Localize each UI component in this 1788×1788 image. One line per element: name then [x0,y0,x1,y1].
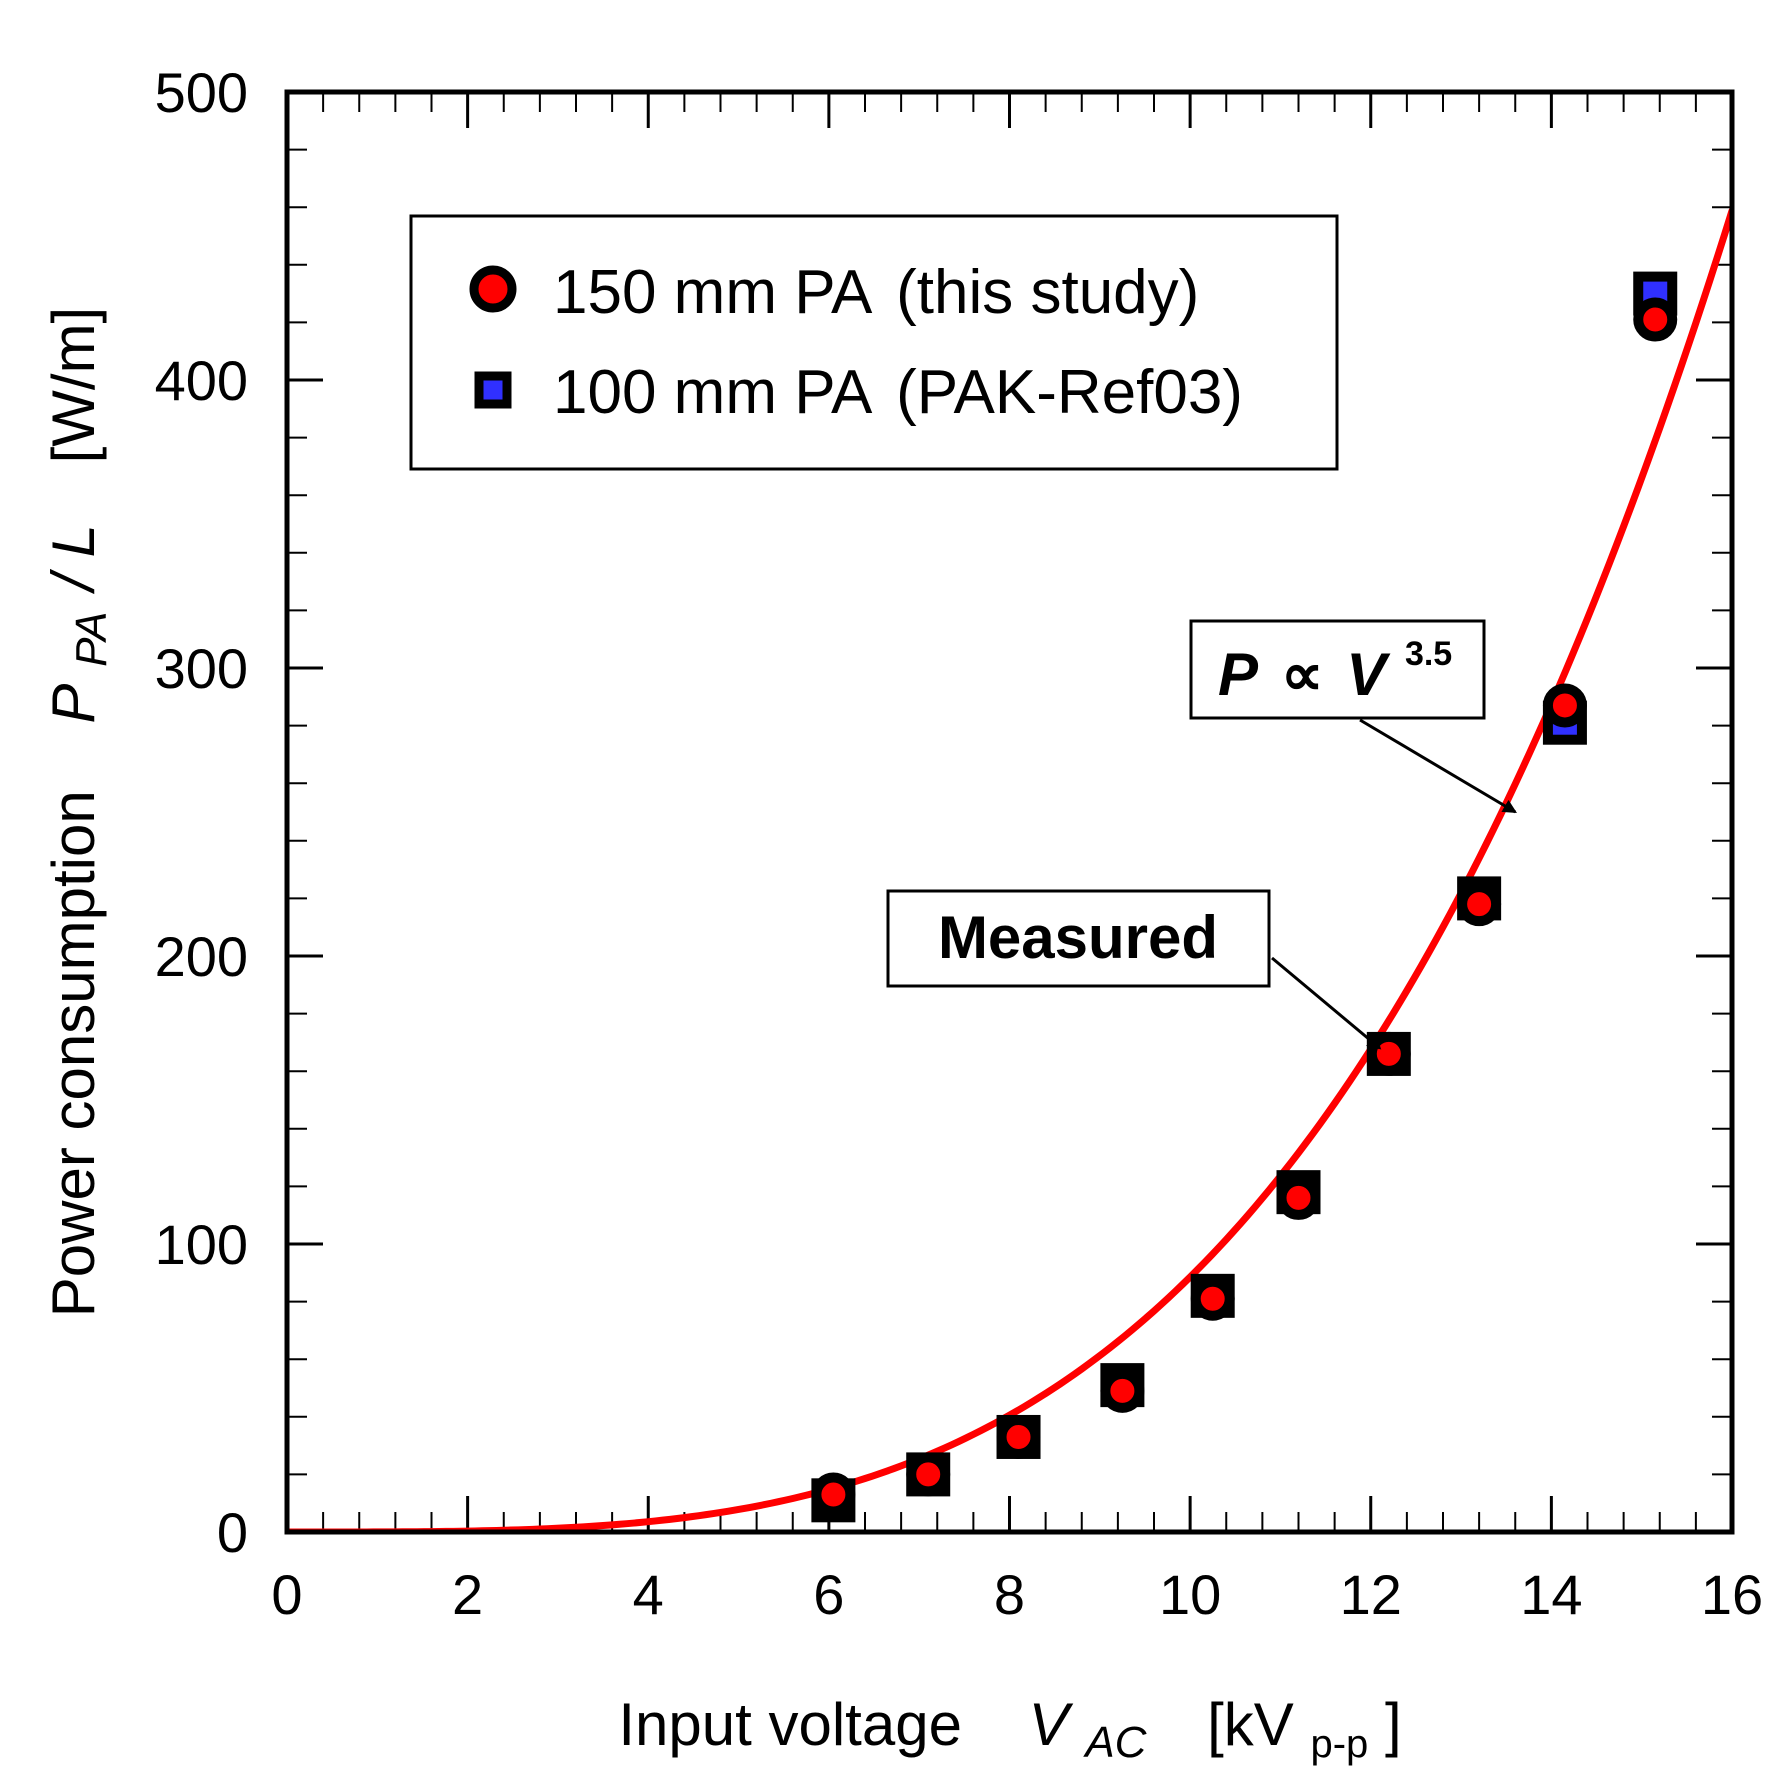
x-tick-label: 2 [452,1563,483,1626]
data-point-circle [1100,1368,1145,1413]
measured-annotation-box [886,889,1271,988]
fit-annotation-arrow [1359,718,1517,814]
legend-label-150mm: 150 mm PA (this study) [553,258,1199,327]
y-tick-label: 200 [155,925,248,988]
x-tick-label: 14 [1520,1563,1582,1626]
y-tick-label: 300 [155,637,248,700]
y-tick-label: 500 [155,61,248,124]
x-tick-label: 4 [633,1563,664,1626]
data-markers [811,271,1678,1523]
data-point-circle [1366,1031,1411,1076]
y-tick-label: 0 [217,1501,248,1564]
legend-marker-square [474,371,512,409]
measured-annotation-arrow [1271,956,1382,1050]
x-tick-label: 0 [271,1563,302,1626]
x-tick-label: 16 [1701,1563,1763,1626]
fit-annotation-text: P ∝ V 3.5 [1218,635,1452,708]
x-tick-label: 12 [1340,1563,1402,1626]
x-tick-label: 6 [813,1563,844,1626]
measured-annotation-text: Measured [938,904,1218,971]
legend: 150 mm PA (this study) 100 mm PA (PAK-Re… [409,214,1339,471]
y-tick-label: 400 [155,349,248,412]
legend-box [409,214,1339,471]
measured-annotation: Measured [886,889,1382,1050]
x-axis-title: Input voltage V AC [kV p-p ] [618,1691,1401,1770]
tick-labels: 0 2 4 6 8 10 12 14 16 0 100 200 300 400 500 [155,61,1764,1626]
x-tick-label: 10 [1159,1563,1221,1626]
fit-annotation: P ∝ V 3.5 [1189,619,1517,814]
plot-frame [284,89,1735,1535]
data-point-circle [1190,1276,1235,1321]
data-point-circle [906,1452,951,1497]
data-point-circle [811,1472,856,1517]
y-tick-label: 100 [155,1213,248,1276]
legend-marker-circle [469,265,517,313]
fit-annotation-box [1189,619,1486,720]
y-axis-title: Power consumption P PA / L [W/m] [40,307,119,1317]
data-point-circle [1457,882,1502,927]
data-point-circle [1276,1175,1321,1220]
x-tick-label: 8 [994,1563,1025,1626]
data-point-circle [996,1414,1041,1459]
data-point-circle [1633,297,1678,342]
data-point-circle [1542,683,1587,728]
legend-label-100mm: 100 mm PA (PAK-Ref03) [553,358,1243,427]
